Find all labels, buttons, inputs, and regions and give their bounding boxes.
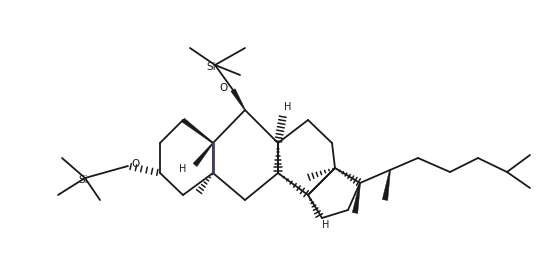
Polygon shape (352, 183, 360, 213)
Text: H: H (285, 102, 292, 112)
Text: O: O (219, 83, 227, 93)
Text: Si: Si (78, 175, 88, 185)
Polygon shape (182, 118, 214, 143)
Polygon shape (193, 143, 214, 167)
Text: H: H (322, 220, 330, 230)
Polygon shape (382, 170, 390, 200)
Polygon shape (231, 89, 246, 110)
Text: H: H (179, 164, 186, 174)
Text: Si: Si (206, 62, 216, 72)
Text: O: O (132, 159, 140, 169)
